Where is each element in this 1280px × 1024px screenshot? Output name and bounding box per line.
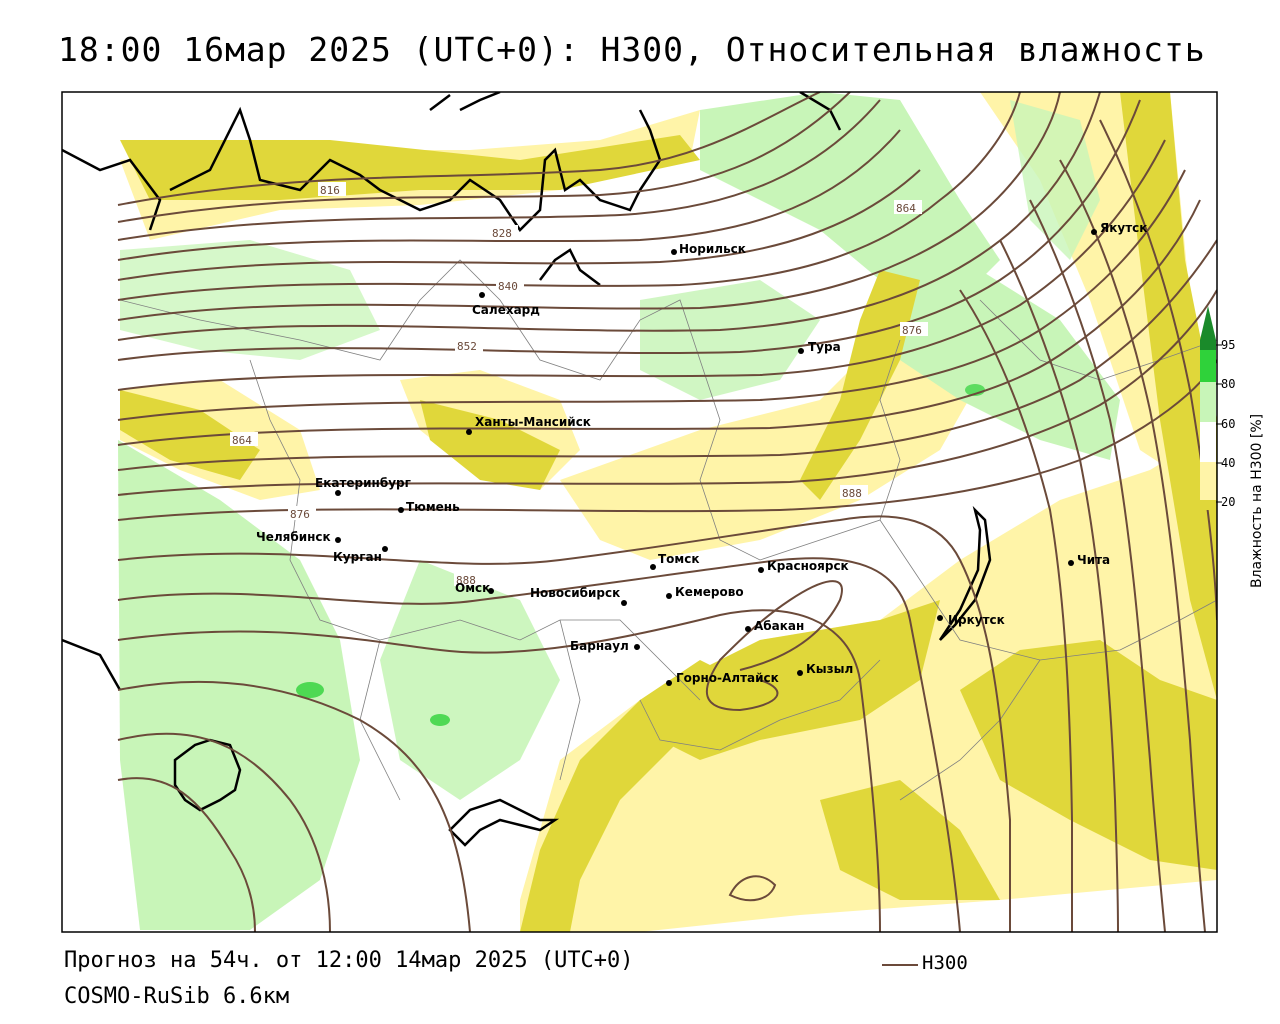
city-label-khanty-mansiysk: Ханты-Мансийск <box>475 415 591 429</box>
city-marker <box>488 588 494 594</box>
contour-label-864: 864 <box>232 434 252 447</box>
city-label-norilsk: Норильск <box>679 242 746 256</box>
city-label-yakutsk: Якутск <box>1100 221 1147 235</box>
city-marker <box>758 567 764 573</box>
city-marker <box>797 670 803 676</box>
city-marker <box>745 626 751 632</box>
colorbar-segment <box>1200 382 1216 422</box>
forecast-info: Прогноз на 54ч. от 12:00 14мар 2025 (UTC… <box>64 948 634 973</box>
colorbar-tick-label: 80 <box>1221 377 1235 391</box>
humidity-area-dark-yellow <box>120 390 260 480</box>
colorbar-segment <box>1200 422 1216 462</box>
city-label-irkutsk: Иркутск <box>948 613 1005 627</box>
humidity-area-green <box>700 92 1000 300</box>
city-marker <box>634 644 640 650</box>
city-marker <box>398 507 404 513</box>
city-marker <box>666 593 672 599</box>
city-label-krasnoyarsk: Красноярск <box>767 559 849 573</box>
contour-label-888: 888 <box>842 487 862 500</box>
humidity-area-green <box>1010 100 1100 260</box>
city-label-abakan: Абакан <box>754 619 804 633</box>
humidity-spot-green <box>296 682 324 698</box>
city-marker <box>335 537 341 543</box>
humidity-spot-green <box>430 714 450 726</box>
contour-label-888: 888 <box>456 574 476 587</box>
city-marker <box>621 600 627 606</box>
colorbar-segment <box>1200 350 1216 382</box>
colorbar-tick-label: 60 <box>1221 417 1235 431</box>
contour-label-840: 840 <box>498 280 518 293</box>
city-label-gorno-altaysk: Горно-Алтайск <box>676 671 779 685</box>
city-label-chita: Чита <box>1077 553 1110 567</box>
city-label-chelyabinsk: Челябинск <box>256 530 331 544</box>
city-marker <box>671 249 677 255</box>
h300-legend-line <box>882 964 918 966</box>
colorbar-tick-label: 20 <box>1221 495 1235 509</box>
city-label-tyumen: Тюмень <box>406 500 460 514</box>
contour-labels: 816 828 840 852 864 864 876 876 888 888 <box>230 182 928 587</box>
humidity-area-green <box>120 240 380 360</box>
model-name: COSMO-RuSib 6.6км <box>64 984 290 1009</box>
h300-contours <box>117 92 1217 932</box>
colorbar-arrow <box>1200 306 1216 340</box>
contour-label-876: 876 <box>290 508 310 521</box>
city-marker <box>335 490 341 496</box>
city-label-novosibirsk: Новосибирск <box>530 586 620 600</box>
contour-label-864: 864 <box>896 202 916 215</box>
city-marker <box>650 564 656 570</box>
colorbar-tick-label: 40 <box>1221 456 1235 470</box>
humidity-colorbar: 95 80 60 40 20 Влажность на H300 [%] <box>1200 306 1265 588</box>
contour-label-876: 876 <box>902 324 922 337</box>
city-marker <box>937 615 943 621</box>
humidity-field <box>118 92 1217 932</box>
h300-legend-label: H300 <box>922 952 968 974</box>
contour-label-852: 852 <box>457 340 477 353</box>
city-label-barnaul: Барнаул <box>570 639 629 653</box>
humidity-area-dark-yellow <box>420 400 560 490</box>
city-marker <box>1068 560 1074 566</box>
colorbar-title: Влажность на H300 [%] <box>1249 414 1265 588</box>
city-marker <box>1091 229 1097 235</box>
city-label-tura: Тура <box>808 340 841 354</box>
city-label-kyzyl: Кызыл <box>806 662 853 676</box>
colorbar-segment <box>1200 340 1216 350</box>
colorbar-tick-label: 95 <box>1221 338 1235 352</box>
colorbar-segment <box>1200 500 1216 510</box>
contour-label-816: 816 <box>320 184 340 197</box>
cities: Норильск Якутск Салехард Тура Ханты-Манс… <box>256 221 1147 686</box>
page-title: 18:00 16мар 2025 (UTC+0): H300, Относите… <box>58 30 1206 69</box>
city-label-kemerovo: Кемерово <box>675 585 744 599</box>
city-label-kurgan: Курган <box>333 550 382 564</box>
city-marker <box>798 348 804 354</box>
humidity-area-dark-yellow <box>820 780 1000 900</box>
humidity-area-dark-yellow <box>1120 92 1217 700</box>
humidity-area-green <box>640 280 820 400</box>
city-label-ekaterinburg: Екатеринбург <box>315 476 411 490</box>
city-marker <box>479 292 485 298</box>
city-marker <box>666 680 672 686</box>
city-marker <box>382 546 388 552</box>
humidity-area-dark-yellow <box>960 640 1217 870</box>
city-label-tomsk: Томск <box>658 552 700 566</box>
contour-label-828: 828 <box>492 227 512 240</box>
humidity-area-green <box>380 560 560 800</box>
map-frame <box>61 91 1218 933</box>
humidity-area-dark-yellow <box>640 600 940 760</box>
colorbar-segment <box>1200 462 1216 500</box>
city-label-omsk: Омск <box>455 581 490 595</box>
city-marker <box>466 429 472 435</box>
city-label-salekhard: Салехард <box>472 303 540 317</box>
